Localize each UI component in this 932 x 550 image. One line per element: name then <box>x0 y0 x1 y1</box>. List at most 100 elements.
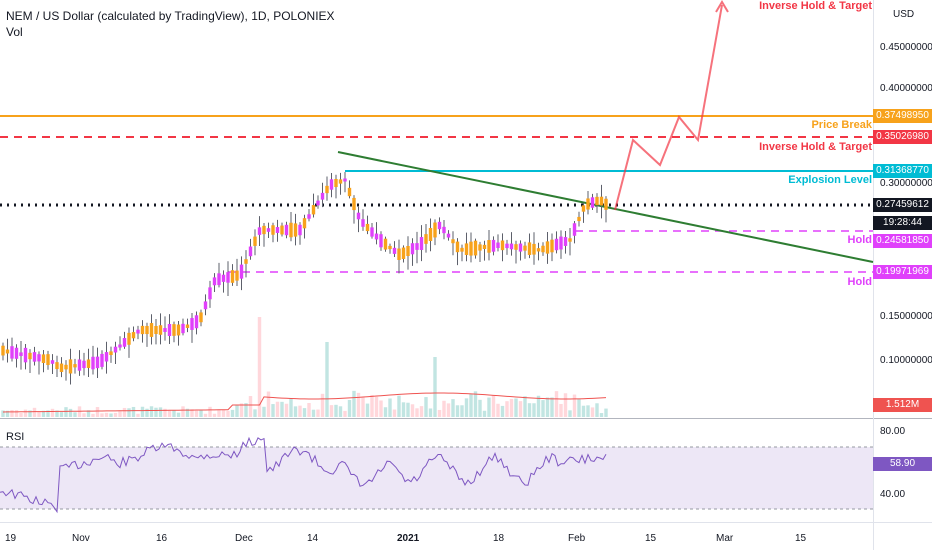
volume-bar <box>338 406 343 417</box>
candle-body <box>212 277 217 286</box>
candle-body <box>334 178 338 188</box>
volume-bar <box>248 396 253 417</box>
candle-body <box>194 315 199 329</box>
volume-bar <box>401 402 406 417</box>
candle-body <box>559 236 563 250</box>
volume-bar <box>523 396 527 417</box>
price-pane[interactable] <box>0 0 873 418</box>
candle-body <box>523 245 527 251</box>
volume-bar <box>14 410 19 417</box>
volume-bar <box>370 394 374 417</box>
inverse-hold-target-label[interactable]: Inverse Hold & Target <box>759 141 872 153</box>
volume-bar <box>374 396 379 417</box>
hold-lower-tag[interactable]: 0.19971969 <box>873 265 932 279</box>
volume-bar <box>230 409 235 417</box>
candle-body <box>460 247 464 252</box>
candle-body <box>487 240 491 253</box>
volume-bar <box>365 403 370 417</box>
explosion-level-label[interactable]: Explosion Level <box>788 174 872 186</box>
inverse-hold-target-top-label[interactable]: Inverse Hold & Target <box>759 0 872 12</box>
candle-body <box>145 325 149 335</box>
date-tick: 15 <box>795 533 807 544</box>
volume-bar <box>289 398 293 417</box>
candle-body <box>586 198 590 210</box>
volume-bar <box>527 403 532 417</box>
candle-body <box>514 244 518 250</box>
candle-body <box>149 323 154 337</box>
candles[interactable] <box>1 171 608 385</box>
volume-bar <box>316 409 320 417</box>
candle-body <box>590 197 595 208</box>
candle-body <box>527 242 532 255</box>
volume-bar <box>59 412 64 417</box>
volume-bar <box>244 403 248 417</box>
candle-body <box>577 216 581 222</box>
volume-bar <box>541 400 545 417</box>
volume-bar <box>37 412 41 417</box>
price-tick: 0.45000000 <box>880 42 932 53</box>
volume-bar <box>388 398 392 417</box>
volume-bar <box>487 397 491 417</box>
candle-body <box>347 187 352 197</box>
candle-body <box>541 245 545 253</box>
inverse-hold-tag[interactable]: 0.35026980 <box>873 130 932 144</box>
rsi-line[interactable] <box>0 436 607 514</box>
volume-bar <box>50 408 55 417</box>
explosion-tag[interactable]: 0.31368770 <box>873 164 932 178</box>
volume-bar <box>460 405 464 417</box>
volume-bar <box>424 397 428 417</box>
volume-bar <box>491 395 496 417</box>
volume-bar <box>149 406 154 417</box>
volume-bar <box>586 405 590 417</box>
volume-bar <box>95 407 100 417</box>
candle-body <box>370 227 374 237</box>
price-break-label[interactable]: Price Break <box>811 119 872 131</box>
candle-body <box>59 363 64 372</box>
volume-bar <box>334 404 338 417</box>
candle-body <box>572 223 577 236</box>
volume-bar <box>284 403 289 417</box>
volume-bar <box>478 399 482 417</box>
candle-body <box>320 192 325 200</box>
candle-body <box>500 240 505 251</box>
candle-body <box>122 338 127 347</box>
hold-upper-label[interactable]: Hold <box>847 234 872 246</box>
candle-body <box>401 247 406 259</box>
volume-bar <box>464 398 469 417</box>
candle-body <box>505 243 509 249</box>
volume-bar <box>406 402 410 417</box>
candle-body <box>118 344 122 348</box>
current-price-tag[interactable]: 0.27459612 <box>873 198 932 212</box>
volume-bar <box>64 407 68 417</box>
volume-bar <box>257 317 262 417</box>
volume-bars <box>1 317 608 417</box>
volume-bar <box>379 400 383 417</box>
date-tick: Feb <box>568 533 586 544</box>
volume-bar <box>550 397 554 417</box>
candle-body <box>338 179 343 184</box>
volume-bar <box>253 409 257 417</box>
symbol-title[interactable]: NEM / US Dollar (calculated by TradingVi… <box>6 9 335 23</box>
rsi-tick: 40.00 <box>880 489 906 500</box>
candle-body <box>388 245 392 250</box>
price-break-tag[interactable]: 0.37498950 <box>873 109 932 123</box>
candle-body <box>19 352 23 357</box>
volume-indicator-label[interactable]: Vol <box>6 25 23 39</box>
volume-bar <box>73 412 77 417</box>
projection-path[interactable] <box>614 4 723 211</box>
candle-body <box>91 356 95 370</box>
candle-body <box>446 233 451 238</box>
candle-body <box>410 243 415 255</box>
candle-body <box>496 242 500 248</box>
rsi-indicator-label[interactable]: RSI <box>6 431 25 443</box>
volume-bar <box>581 405 586 417</box>
candle-body <box>532 243 536 255</box>
hold-upper-tag[interactable]: 0.24581850 <box>873 234 932 248</box>
candle-body <box>298 224 302 236</box>
hold-lower-label[interactable]: Hold <box>847 276 872 288</box>
volume-bar <box>23 409 28 417</box>
volume-bar <box>361 397 365 417</box>
volume-bar <box>410 404 415 417</box>
